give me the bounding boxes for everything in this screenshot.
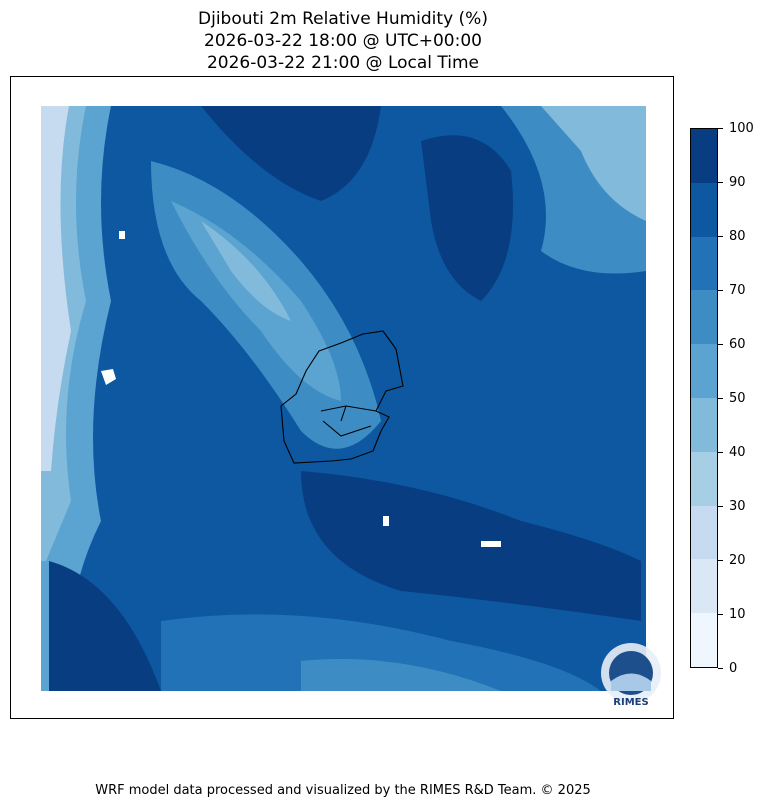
contour-40-50 [201, 221, 291, 321]
colorbar-tick-label: 0 [718, 661, 737, 676]
map-frame: RIMES [10, 76, 674, 719]
colorbar-tick-label: 70 [718, 283, 746, 298]
colorbar-tick-label: 60 [718, 337, 746, 352]
contour-90-100 [49, 561, 161, 691]
colorbar [690, 128, 718, 668]
colorbar-tick-label: 100 [718, 121, 754, 136]
humidity-map: RIMES [41, 106, 661, 708]
contour-20-30 [41, 106, 71, 471]
colorbar-segment [691, 613, 717, 667]
colorbar-segment [691, 505, 717, 560]
colorbar-tick-label: 50 [718, 391, 746, 406]
logo-text: RIMES [613, 697, 648, 708]
colorbar-segment [691, 344, 717, 399]
contour-90-100 [201, 106, 381, 201]
colorbar-segment [691, 236, 717, 291]
colorbar-segment [691, 559, 717, 614]
contour-40-50 [541, 106, 646, 221]
colorbar-tick-label: 80 [718, 229, 746, 244]
colorbar-segment [691, 129, 717, 183]
plot-title-line2: 2026-03-22 18:00 @ UTC+00:00 [204, 31, 482, 51]
colorbar-tick-label: 10 [718, 607, 746, 622]
colorbar-tick-label: 20 [718, 553, 746, 568]
colorbar-segment [691, 451, 717, 506]
contour-70-80 [161, 614, 601, 691]
colorbar-segment [691, 290, 717, 345]
contour-90-100 [421, 135, 513, 301]
colorbar-tick-label: 90 [718, 175, 746, 190]
contour-50-60 [171, 201, 341, 401]
footer-credit: WRF model data processed and visualized … [95, 783, 591, 798]
colorbar-tick-label: 40 [718, 445, 746, 460]
colorbar-segment [691, 398, 717, 452]
djibouti-boundary [280, 330, 404, 464]
contour-90-100 [301, 471, 641, 621]
colorbar-tick-label: 30 [718, 499, 746, 514]
contour-60-70 [301, 659, 501, 691]
plot-title-line1: Djibouti 2m Relative Humidity (%) [198, 9, 488, 29]
plot-title-line3: 2026-03-22 21:00 @ Local Time [206, 53, 480, 73]
rimes-logo: RIMES [601, 643, 661, 708]
colorbar-segment [691, 182, 717, 237]
